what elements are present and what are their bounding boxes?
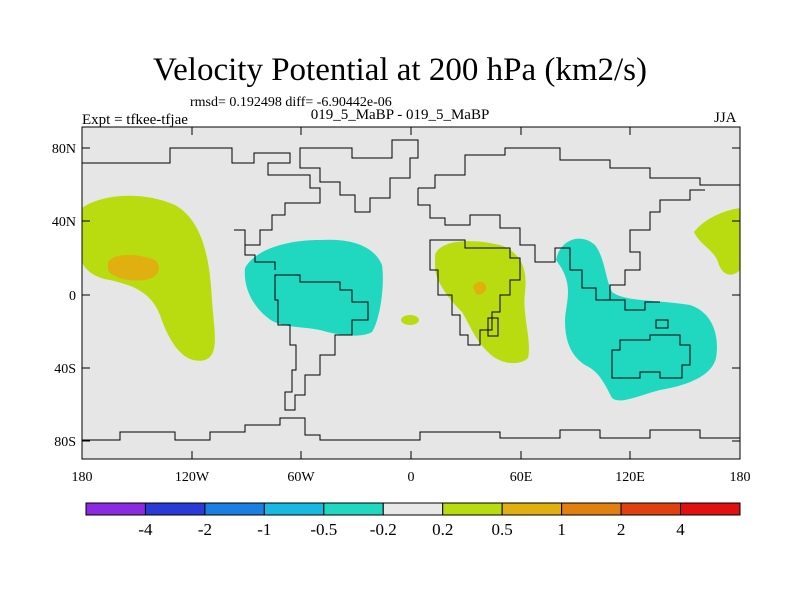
lon-tick-label: 120E [615, 470, 645, 485]
colorbar-swatch [680, 502, 741, 516]
lon-axis: 180 120W 60W 0 60E 120E 180 [72, 127, 751, 485]
lon-tick-label: 120W [175, 470, 210, 485]
colorbar-swatch [85, 502, 146, 516]
map-title: Velocity Potential at 200 hPa (km2/s) [152, 52, 648, 88]
colorbar-label: 0.2 [432, 520, 453, 539]
colorbar-label: 0.5 [492, 520, 513, 539]
subtitle-label: 019_5_MaBP - 019_5_MaBP [310, 107, 490, 123]
season-label: JJA [714, 110, 737, 126]
region-africa-core [473, 281, 487, 295]
colorbar [85, 502, 741, 516]
lat-tick-label: 40N [52, 215, 76, 230]
colorbar-label: -0.5 [310, 520, 337, 539]
region-eastpacific-positive [694, 208, 740, 275]
colorbar-swatch [263, 502, 325, 516]
region-africa-positive [435, 241, 529, 364]
colorbar-swatch [204, 502, 265, 516]
lat-tick-label: 0 [69, 289, 76, 304]
lon-tick-label: 60E [510, 470, 533, 485]
region-atlantic-blob [401, 315, 419, 325]
colorbar-label: -1 [257, 520, 271, 539]
lat-tick-label: 80N [52, 142, 76, 157]
lon-tick-label: 0 [408, 470, 415, 485]
lat-tick-label: 80S [54, 435, 76, 450]
colorbar-labels: -4 -2 -1 -0.5 -0.2 0.2 0.5 1 2 4 [138, 520, 685, 539]
lat-tick-label: 40S [54, 362, 76, 377]
lon-tick-label: 180 [730, 470, 751, 485]
colorbar-label: -0.2 [370, 520, 397, 539]
lon-tick-label: 180 [72, 470, 93, 485]
colorbar-label: -2 [198, 520, 212, 539]
colorbar-swatch [561, 502, 622, 516]
colorbar-swatch [382, 502, 444, 516]
lon-tick-label: 60W [287, 470, 315, 485]
colorbar-label: 1 [557, 520, 566, 539]
colorbar-swatch [620, 502, 682, 516]
colorbar-label: 2 [617, 520, 626, 539]
colorbar-swatch [501, 502, 563, 516]
anomaly-regions [82, 195, 740, 401]
region-indo-negative [556, 238, 717, 401]
colorbar-label: -4 [138, 520, 153, 539]
map-panel [81, 126, 741, 460]
colorbar-label: 4 [676, 520, 685, 539]
lat-axis: 80N 40N 0 40S 80S [52, 142, 740, 450]
colorbar-swatch [144, 502, 206, 516]
region-samerica-negative [244, 239, 383, 336]
region-pacific-core [108, 255, 159, 281]
stats-label: rmsd= 0.192498 diff= -6.90442e-06 [190, 95, 392, 110]
coastlines [82, 139, 740, 441]
experiment-label: Expt = tfkee-tfjae [82, 112, 188, 128]
colorbar-swatch [442, 502, 503, 516]
colorbar-swatch [323, 502, 384, 516]
